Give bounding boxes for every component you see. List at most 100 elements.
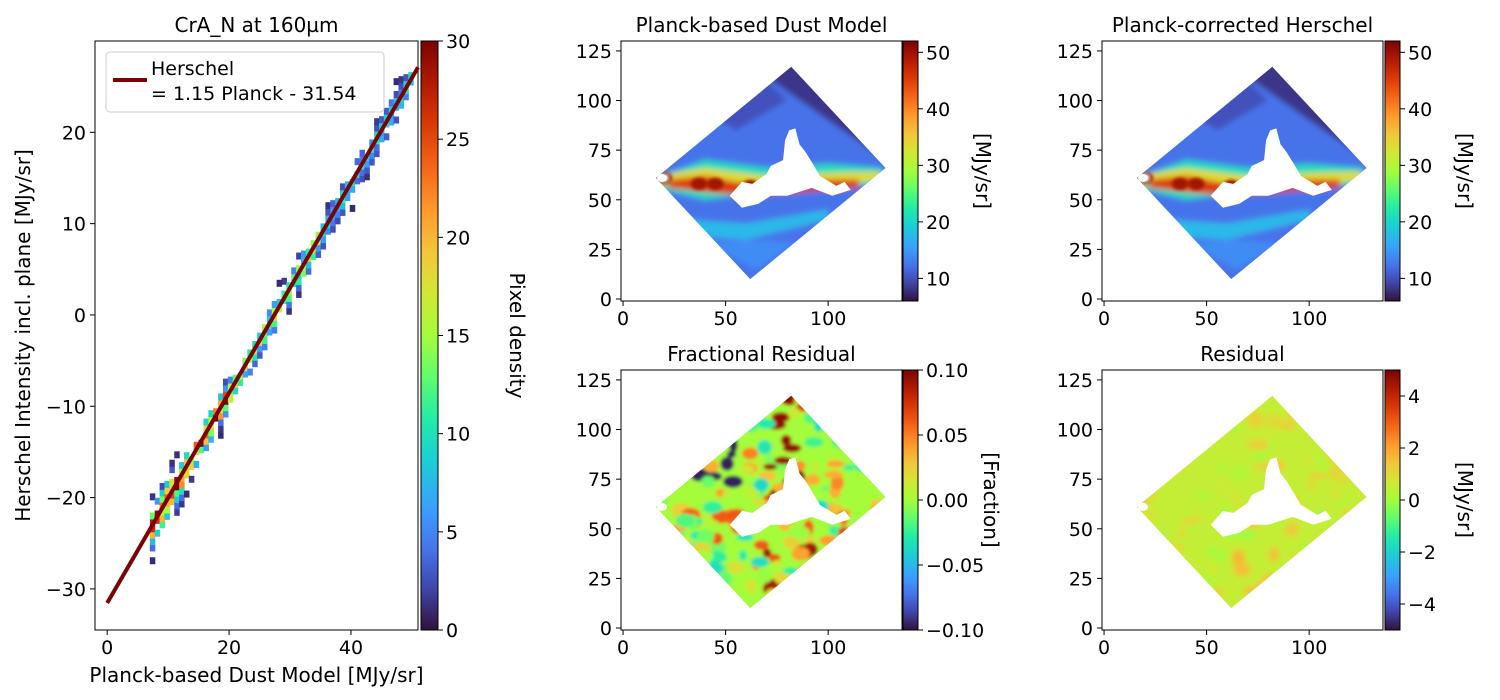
residual-blob xyxy=(764,588,780,603)
residual-blob xyxy=(655,435,670,448)
y-tick-label: 125 xyxy=(576,41,612,63)
residual-blob xyxy=(669,555,687,564)
residual-blob xyxy=(772,560,782,567)
residual-blob xyxy=(830,591,842,603)
residual-blob xyxy=(1321,562,1335,578)
residual-blob xyxy=(669,469,685,481)
residual-blob xyxy=(1203,421,1215,435)
y-tick-label: 25 xyxy=(1069,568,1093,590)
residual-blob xyxy=(701,596,715,609)
y-tick-label: 50 xyxy=(588,190,612,212)
residual-blob xyxy=(655,548,664,559)
residual-blob xyxy=(873,511,886,525)
residual-blob xyxy=(1214,424,1225,435)
density-cell xyxy=(286,301,292,309)
residual-blob xyxy=(1136,400,1146,412)
residual-blob xyxy=(1280,589,1294,599)
density-cell xyxy=(222,410,229,418)
residual-blob xyxy=(1141,398,1153,409)
residual-blob xyxy=(1163,551,1181,558)
residual-blob xyxy=(1305,453,1315,467)
residual-blob xyxy=(702,512,712,527)
colorbar-tick-label: −0.05 xyxy=(926,555,984,577)
colorbar-tick-label: 0.05 xyxy=(926,425,968,447)
colorbar-label: [MJy/sr] xyxy=(1453,462,1477,538)
density-cell xyxy=(403,93,409,101)
density-cell xyxy=(374,150,380,158)
residual-blob xyxy=(1194,490,1213,503)
density-cell xyxy=(383,133,390,141)
residual-blob xyxy=(753,540,770,550)
residual-blob xyxy=(1297,413,1314,428)
residual-blob xyxy=(1217,462,1227,473)
colorbar-tick-label: 30 xyxy=(926,155,950,177)
residual-blob xyxy=(685,396,702,412)
residual-blob xyxy=(844,572,854,584)
residual-blob xyxy=(669,533,679,544)
residual-blob xyxy=(876,502,886,515)
residual-blob xyxy=(804,412,824,425)
density-cell xyxy=(364,160,370,168)
colorbar-tick-label: 10 xyxy=(446,424,470,446)
density-cell xyxy=(296,278,302,286)
residual-blob xyxy=(810,461,820,475)
residual-blob xyxy=(820,395,833,404)
residual-blob xyxy=(659,572,676,584)
masked-region xyxy=(1210,128,1332,208)
density-cell xyxy=(354,177,361,185)
residual-blob xyxy=(1242,529,1256,540)
density-cell xyxy=(325,227,331,235)
residual-blob xyxy=(718,589,731,600)
residual-blob xyxy=(1347,536,1362,545)
density-panel: 0 20 40 −30 −20 −10 0 10 20 CrA_N at 160µm Planck-… xyxy=(11,13,529,687)
residual-blob xyxy=(655,487,668,498)
density-cell xyxy=(398,101,404,109)
residual-blob xyxy=(713,398,726,406)
residual-blob xyxy=(1333,532,1350,549)
map-image xyxy=(1136,395,1367,609)
density-cell xyxy=(149,493,156,501)
residual-blob xyxy=(831,433,850,449)
density-cell xyxy=(330,219,336,227)
density-cell xyxy=(208,429,214,437)
residual-blob xyxy=(875,447,886,460)
y-axis-label: Herschel Intensity incl. plane [MJy/sr] xyxy=(11,149,35,522)
density-cell xyxy=(149,531,156,539)
density-cell xyxy=(183,452,190,460)
residual-blob xyxy=(1244,437,1255,444)
residual-blob xyxy=(850,583,866,599)
residual-blob xyxy=(1246,412,1265,428)
colorbar-tick-label: 0.00 xyxy=(926,490,968,512)
density-cell xyxy=(398,82,404,90)
residual-blob xyxy=(1141,510,1157,518)
density-cell xyxy=(179,462,185,470)
density-cell xyxy=(227,376,234,384)
residual-blob xyxy=(1216,567,1225,581)
colorbar-frame xyxy=(1384,40,1401,302)
density-cell xyxy=(174,489,180,497)
residual-blob xyxy=(867,550,877,566)
residual-blob xyxy=(832,504,844,513)
residual-blob xyxy=(827,599,845,609)
residual-blob xyxy=(808,571,819,587)
map-panel-1: 0 50 100 0 25 50 75 100 125 Planck-based Dust Mod… xyxy=(576,13,995,330)
residual-blob xyxy=(1136,494,1156,501)
residual-blob xyxy=(1183,518,1198,525)
residual-blob xyxy=(873,512,886,519)
residual-blob xyxy=(1207,405,1223,415)
axes-frame xyxy=(620,40,903,302)
residual-blob xyxy=(841,531,855,548)
x-tick-label: 50 xyxy=(714,308,738,330)
density-cell xyxy=(271,300,278,308)
residual-blob xyxy=(1231,549,1246,566)
residual-blob xyxy=(761,593,775,609)
density-cell xyxy=(320,242,326,250)
density-cell xyxy=(174,508,180,516)
density-cell xyxy=(359,168,365,176)
residual-blob xyxy=(801,586,820,599)
density-cell xyxy=(164,512,170,520)
residual-blob xyxy=(658,477,676,489)
density-cell xyxy=(179,494,185,502)
colorbar-tick-label: −0.10 xyxy=(926,620,984,642)
residual-blob xyxy=(1301,589,1311,602)
